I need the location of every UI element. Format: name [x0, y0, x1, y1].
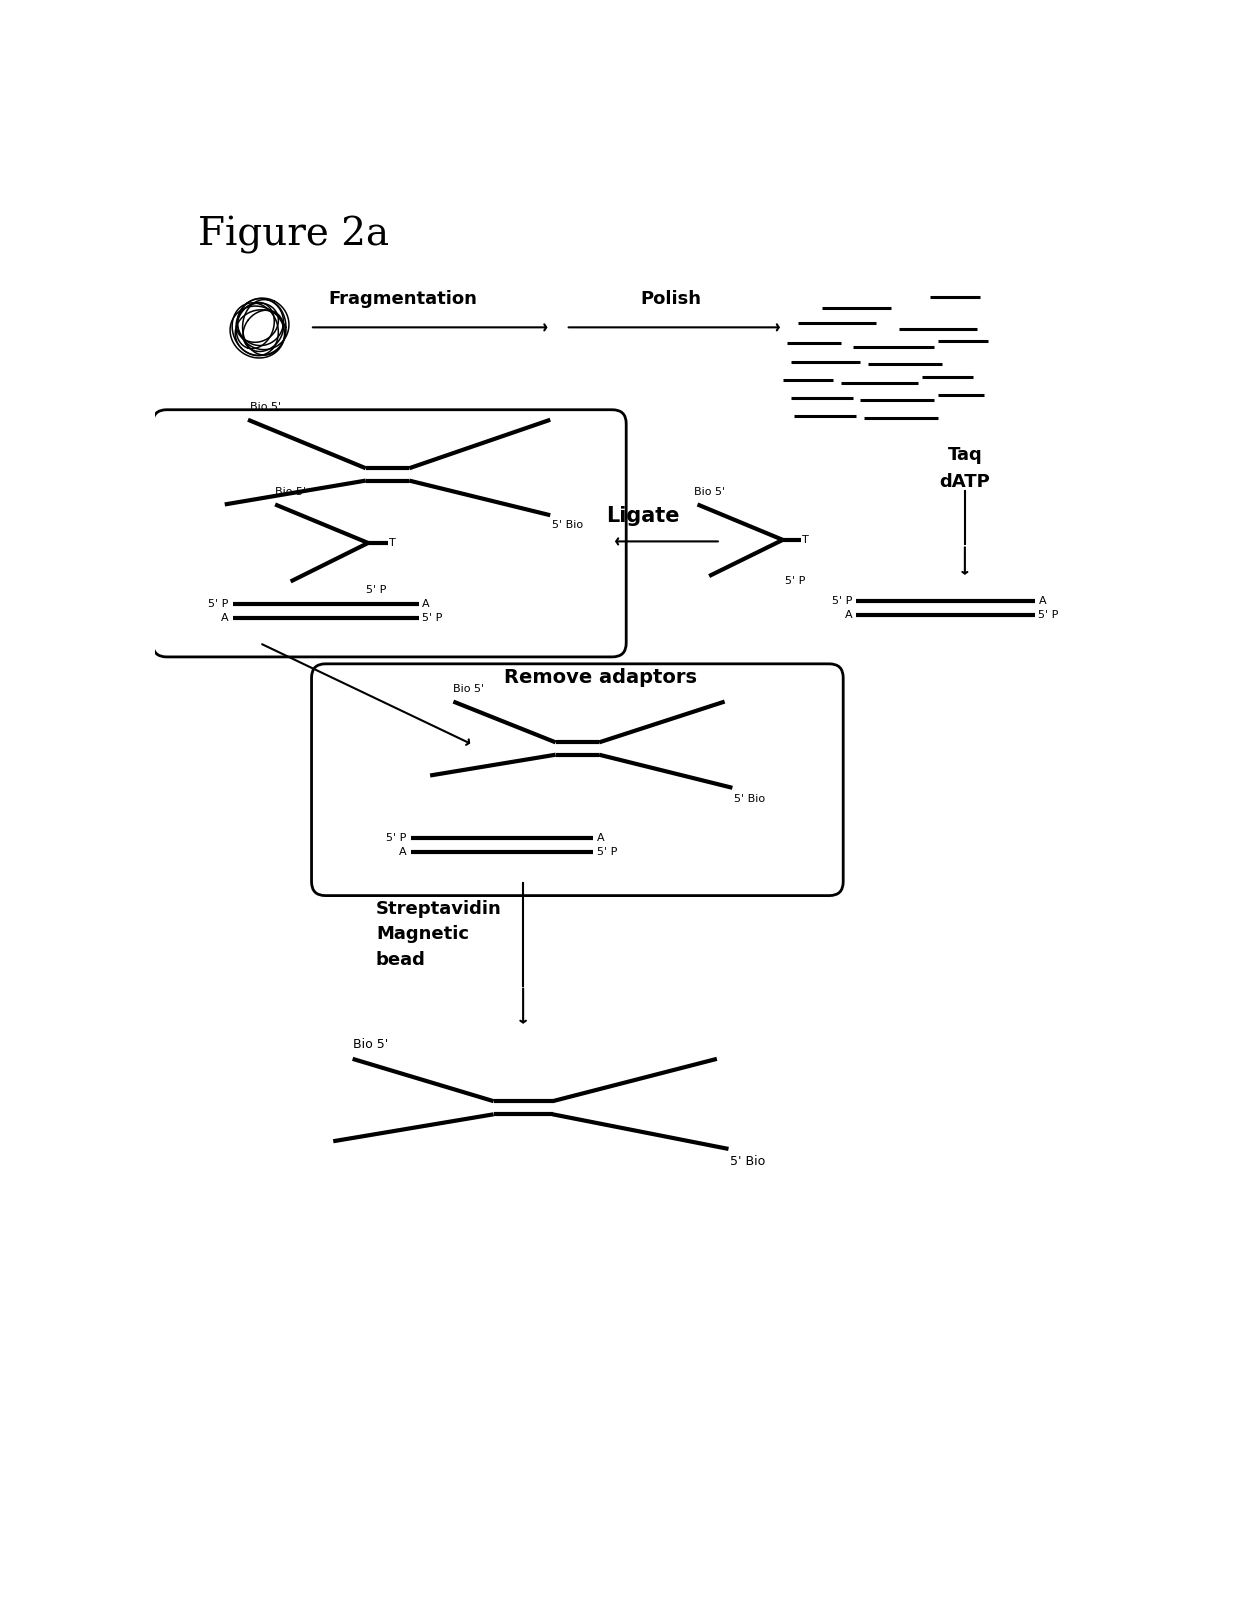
Text: Remove adaptors: Remove adaptors [503, 668, 697, 687]
Text: T: T [389, 538, 396, 547]
Text: Polish: Polish [640, 291, 701, 308]
Text: Bio 5': Bio 5' [249, 401, 280, 412]
Text: Bio 5': Bio 5' [275, 486, 306, 498]
Text: Bio 5': Bio 5' [693, 486, 724, 498]
Text: A: A [423, 599, 430, 608]
Text: A: A [844, 610, 853, 620]
Text: 5' Bio: 5' Bio [734, 794, 765, 804]
Text: bead: bead [376, 950, 425, 968]
Text: Figure 2a: Figure 2a [197, 215, 389, 254]
Text: 5' P: 5' P [387, 833, 407, 843]
Text: Streptavidin: Streptavidin [376, 900, 502, 918]
Text: 5' P: 5' P [832, 597, 853, 607]
Text: Bio 5': Bio 5' [454, 684, 485, 693]
Text: Ligate: Ligate [606, 506, 680, 526]
Text: A: A [596, 833, 604, 843]
Text: A: A [399, 847, 407, 857]
Text: Bio 5': Bio 5' [352, 1038, 388, 1051]
Text: 5' P: 5' P [423, 613, 443, 623]
Text: 5' P: 5' P [366, 584, 386, 594]
Text: 5' P: 5' P [1039, 610, 1059, 620]
Text: Taq: Taq [947, 446, 982, 464]
Text: A: A [1039, 597, 1047, 607]
Text: A: A [221, 613, 228, 623]
Text: T: T [802, 534, 808, 544]
Text: 5' P: 5' P [596, 847, 618, 857]
Text: 5' Bio: 5' Bio [730, 1156, 765, 1168]
Text: dATP: dATP [940, 472, 991, 491]
Text: 5' P: 5' P [208, 599, 228, 608]
Text: Magnetic: Magnetic [376, 924, 469, 944]
Text: Fragmentation: Fragmentation [329, 291, 477, 308]
Text: 5' P: 5' P [785, 576, 806, 586]
Text: 5' Bio: 5' Bio [552, 520, 583, 530]
